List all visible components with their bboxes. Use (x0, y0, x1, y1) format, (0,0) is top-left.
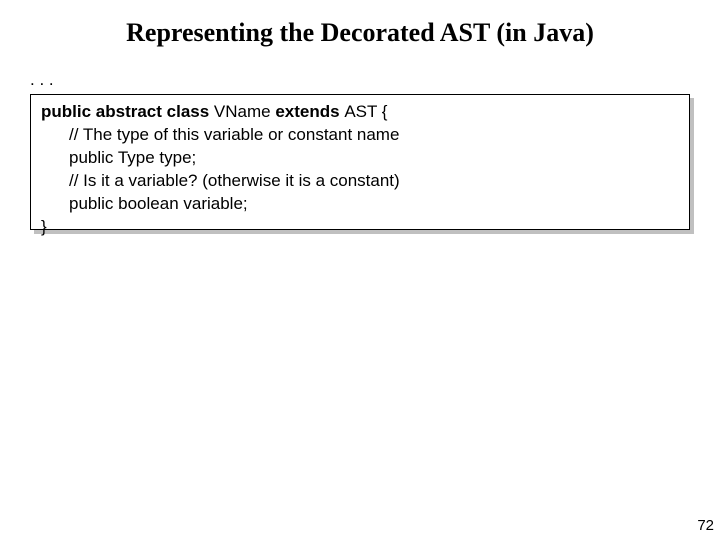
code-line: public Type type; (41, 147, 679, 170)
code-line: public abstract class VName extends AST … (41, 101, 679, 124)
page-number: 72 (697, 517, 714, 534)
ellipsis-text: . . . (30, 70, 54, 90)
code-line: public boolean variable; (41, 193, 679, 216)
page-title: Representing the Decorated AST (in Java) (0, 18, 720, 48)
code-box: public abstract class VName extends AST … (30, 94, 690, 230)
code-line: // The type of this variable or constant… (41, 124, 679, 147)
code-line: // Is it a variable? (otherwise it is a … (41, 170, 679, 193)
code-line: } (41, 216, 679, 239)
